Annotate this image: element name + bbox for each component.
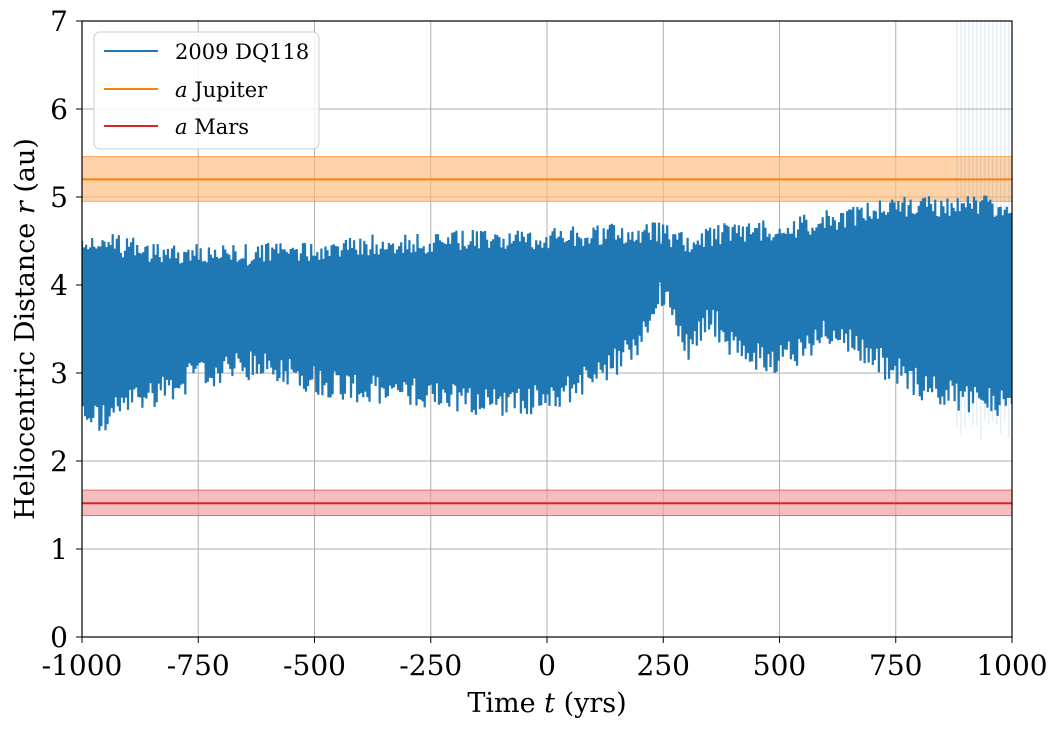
legend-label-mars: a Mars (175, 115, 249, 139)
series-core-2009-dq118 (82, 234, 1012, 387)
y-tick-label: 3 (50, 357, 68, 390)
legend-label-2009-dq118: 2009 DQ118 (175, 40, 309, 64)
x-tick-label: -1000 (42, 649, 123, 682)
legend-label-jupiter: a Jupiter (175, 78, 268, 102)
y-axis-label: Heliocentric Distance r (au) (10, 138, 41, 520)
y-tick-label: 4 (50, 269, 68, 302)
x-axis: -1000 -750 -500 -250 0 250 500 750 1000 (42, 637, 1048, 682)
x-tick-label: -250 (399, 649, 462, 682)
reference-lines (82, 178, 1012, 505)
x-tick-label: 250 (637, 649, 690, 682)
x-tick-label: 1000 (976, 649, 1047, 682)
legend: 2009 DQ118 a Jupiter a Mars (93, 31, 320, 150)
y-axis: 0 1 2 3 4 5 6 7 (50, 5, 82, 654)
x-tick-label: 500 (753, 649, 806, 682)
y-tick-label: 6 (50, 93, 68, 126)
y-tick-label: 1 (50, 533, 68, 566)
y-tick-label: 5 (50, 181, 68, 214)
x-axis-label: Time t (yrs) (467, 688, 626, 719)
x-tick-label: -500 (283, 649, 346, 682)
y-tick-label: 0 (50, 621, 68, 654)
x-tick-label: -750 (167, 649, 230, 682)
y-tick-label: 7 (50, 5, 68, 38)
x-tick-label: 750 (869, 649, 922, 682)
x-tick-label: 0 (538, 649, 556, 682)
y-tick-label: 2 (50, 445, 68, 478)
series-2009-dq118 (82, 21, 1012, 439)
legend-box (93, 31, 320, 150)
